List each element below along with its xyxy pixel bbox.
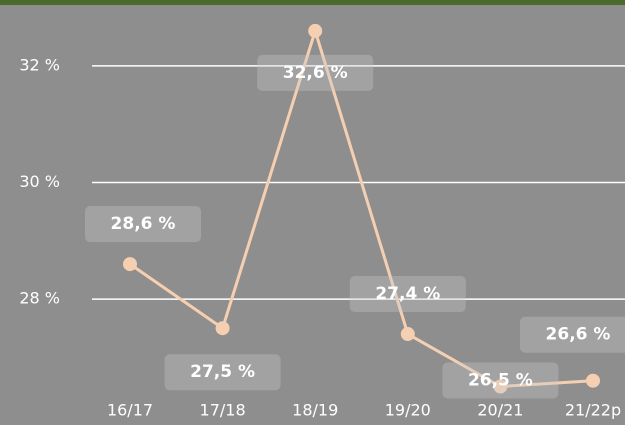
marker — [215, 321, 230, 336]
value-label-box — [85, 206, 201, 243]
x-tick-label: 16/17 — [107, 401, 153, 420]
value-label: 26,5 % — [468, 371, 533, 391]
value-label: 28,6 % — [111, 214, 176, 234]
marker — [586, 373, 600, 388]
value-label-box — [520, 316, 625, 353]
top-bar — [0, 0, 625, 5]
x-tick-label: 21/22p — [565, 401, 621, 420]
value-label: 27,5 % — [190, 362, 255, 382]
value-label-box — [442, 362, 559, 399]
value-label: 27,4 % — [375, 284, 440, 304]
value-label-box — [164, 354, 281, 391]
x-tick-label: 18/19 — [292, 401, 338, 420]
y-tick-label: 30 % — [19, 172, 60, 191]
value-label-box — [257, 54, 374, 91]
value-label: 26,6 % — [546, 325, 611, 345]
x-tick-label: 20/21 — [477, 401, 523, 420]
line — [129, 25, 594, 389]
marker — [400, 327, 415, 342]
y-tick-label: 32 % — [19, 55, 60, 74]
y-tick-label: 28 % — [19, 289, 60, 308]
x-tick-label: 19/20 — [385, 401, 431, 420]
marker — [123, 257, 137, 272]
x-tick-label: 17/18 — [200, 401, 246, 420]
marker — [308, 23, 323, 38]
value-label-box — [349, 276, 466, 313]
value-label: 32,6 % — [283, 63, 348, 83]
marker — [493, 379, 508, 394]
